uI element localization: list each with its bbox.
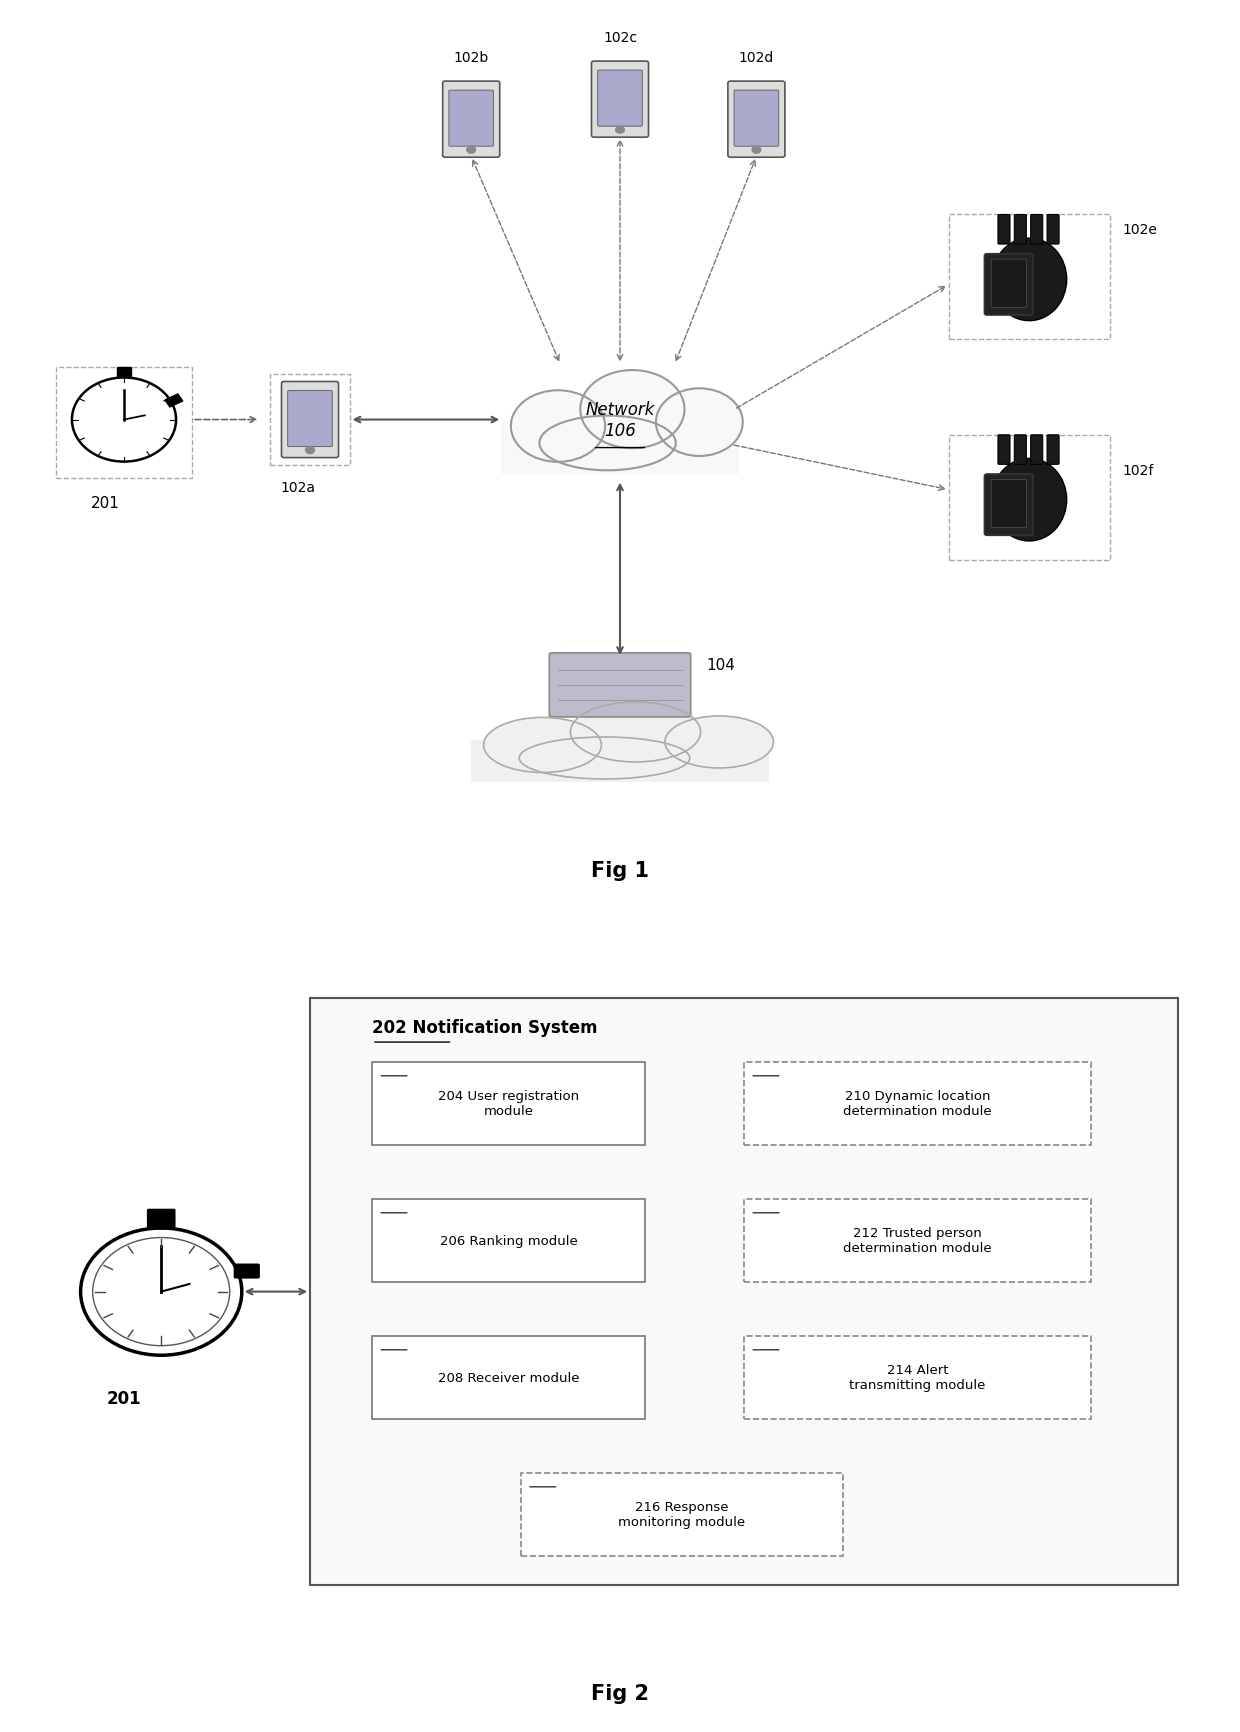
FancyBboxPatch shape [288,391,332,447]
Text: 210 Dynamic location
determination module: 210 Dynamic location determination modul… [843,1089,992,1117]
Text: Fig 2: Fig 2 [591,1684,649,1703]
Text: 204 User registration
module: 204 User registration module [438,1089,579,1117]
FancyBboxPatch shape [591,62,649,139]
FancyBboxPatch shape [310,998,1178,1585]
Bar [165,395,182,407]
Ellipse shape [580,371,684,449]
FancyBboxPatch shape [549,653,691,717]
Ellipse shape [656,390,743,457]
FancyBboxPatch shape [985,255,1033,315]
Circle shape [466,147,475,154]
Text: 102c: 102c [603,31,637,45]
Circle shape [81,1228,242,1356]
Text: 212 Trusted person
determination module: 212 Trusted person determination module [843,1226,992,1254]
FancyBboxPatch shape [372,1062,645,1145]
FancyBboxPatch shape [728,81,785,158]
FancyBboxPatch shape [744,1335,1091,1419]
Text: 208 Receiver module: 208 Receiver module [438,1372,579,1384]
FancyBboxPatch shape [372,1199,645,1282]
FancyBboxPatch shape [734,92,779,147]
Ellipse shape [539,416,676,471]
FancyBboxPatch shape [598,71,642,126]
Ellipse shape [665,717,774,769]
Text: 216 Response
monitoring module: 216 Response monitoring module [619,1500,745,1528]
Text: 102d: 102d [739,50,774,66]
Text: 102f: 102f [1122,464,1153,478]
Text: 206 Ranking module: 206 Ranking module [439,1233,578,1247]
Circle shape [751,147,761,154]
FancyBboxPatch shape [281,383,339,459]
FancyBboxPatch shape [449,92,494,147]
FancyBboxPatch shape [443,81,500,158]
Text: 102b: 102b [454,50,489,66]
FancyBboxPatch shape [471,741,769,783]
FancyBboxPatch shape [998,215,1009,244]
Ellipse shape [992,459,1066,542]
FancyBboxPatch shape [1014,215,1027,244]
FancyBboxPatch shape [148,1209,175,1230]
FancyBboxPatch shape [998,435,1009,466]
Text: Network
106: Network 106 [585,400,655,440]
Text: 201: 201 [91,495,120,511]
FancyBboxPatch shape [372,1335,645,1419]
FancyBboxPatch shape [1014,435,1027,466]
FancyBboxPatch shape [1047,215,1059,244]
Text: 214 Alert
transmitting module: 214 Alert transmitting module [849,1363,986,1391]
Bar [117,369,131,378]
Circle shape [306,447,315,454]
Circle shape [615,126,625,133]
Ellipse shape [520,738,689,779]
FancyBboxPatch shape [1047,435,1059,466]
Text: 102a: 102a [280,480,315,494]
Text: 202 Notification System: 202 Notification System [372,1018,598,1037]
FancyBboxPatch shape [1030,215,1043,244]
Ellipse shape [570,703,701,762]
FancyBboxPatch shape [521,1472,843,1555]
FancyBboxPatch shape [991,480,1027,528]
Text: Fig 1: Fig 1 [591,861,649,880]
FancyBboxPatch shape [744,1062,1091,1145]
FancyBboxPatch shape [991,260,1027,308]
FancyBboxPatch shape [234,1264,259,1278]
FancyBboxPatch shape [1030,435,1043,466]
FancyBboxPatch shape [501,421,739,475]
Ellipse shape [992,239,1066,322]
Text: 201: 201 [107,1389,141,1408]
Ellipse shape [484,719,601,772]
Text: 104: 104 [707,658,735,674]
Ellipse shape [511,391,605,462]
FancyBboxPatch shape [985,475,1033,535]
Text: 102e: 102e [1122,223,1157,237]
FancyBboxPatch shape [744,1199,1091,1282]
